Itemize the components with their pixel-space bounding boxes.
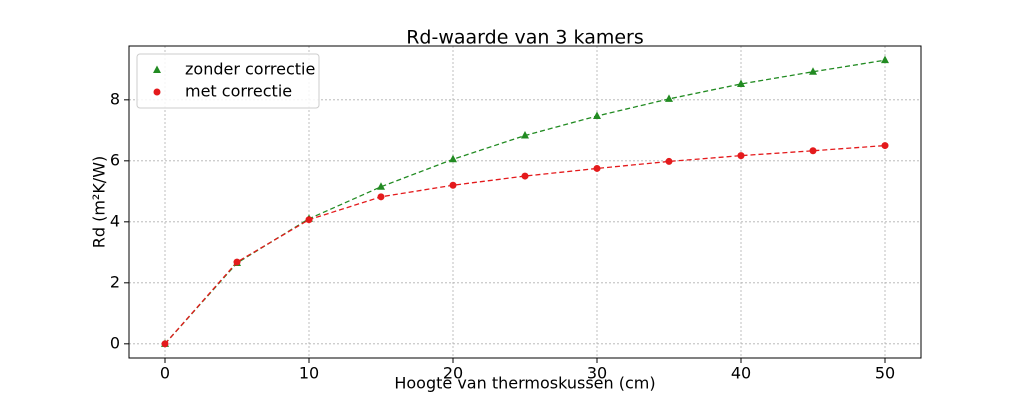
data-point bbox=[593, 164, 601, 172]
legend-box bbox=[136, 53, 320, 109]
x-tick-label: 10 bbox=[299, 364, 319, 383]
x-tick-label: 0 bbox=[160, 364, 170, 383]
data-point bbox=[377, 182, 385, 190]
data-point bbox=[881, 55, 889, 64]
data-point bbox=[161, 340, 169, 348]
chart-title: Rd-waarde van 3 kamers bbox=[406, 27, 644, 49]
y-tick-label: 8 bbox=[110, 89, 120, 108]
data-point bbox=[233, 258, 241, 266]
data-point bbox=[449, 181, 457, 189]
x-tick-label: 50 bbox=[875, 364, 895, 383]
data-point bbox=[665, 94, 673, 102]
plot-frame bbox=[128, 45, 922, 359]
data-point bbox=[521, 131, 529, 139]
x-axis-label: Hoogte van thermoskussen (cm) bbox=[394, 374, 655, 393]
y-tick-label: 0 bbox=[110, 333, 120, 352]
x-tick-label: 40 bbox=[731, 364, 751, 383]
y-tick-label: 6 bbox=[110, 150, 120, 169]
x-tick-label: 30 bbox=[587, 364, 607, 383]
legend-label: zonder correctie bbox=[185, 60, 315, 79]
y-axis-label: Rd (m²K/W) bbox=[90, 156, 109, 249]
data-point bbox=[737, 152, 745, 160]
data-point bbox=[305, 216, 313, 224]
data-point bbox=[377, 193, 385, 201]
data-point bbox=[881, 142, 889, 150]
fit-line bbox=[164, 144, 886, 345]
data-point bbox=[737, 79, 745, 87]
legend-marker bbox=[153, 65, 161, 73]
data-point bbox=[665, 157, 673, 165]
data-point bbox=[593, 111, 601, 119]
y-tick-label: 2 bbox=[110, 272, 120, 291]
x-tick-label: 20 bbox=[443, 364, 463, 383]
data-point bbox=[521, 172, 529, 180]
data-point bbox=[809, 147, 817, 155]
legend-marker bbox=[153, 88, 161, 96]
data-point bbox=[809, 67, 817, 75]
y-tick-label: 4 bbox=[110, 211, 120, 230]
data-point bbox=[449, 154, 457, 163]
legend-label: met correctie bbox=[185, 82, 292, 101]
